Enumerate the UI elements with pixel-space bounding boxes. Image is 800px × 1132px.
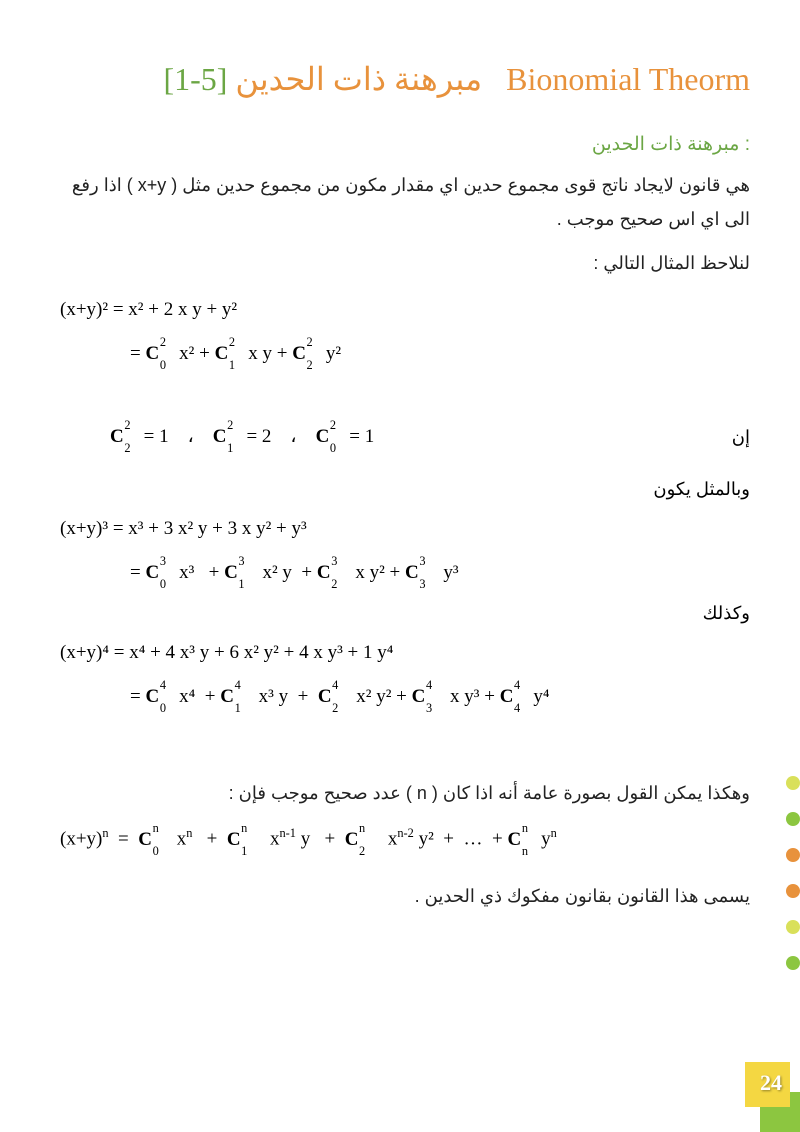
equation-cube-comb: = C30 x³ + C31 x² y + C32 x y² + C33 y³: [130, 558, 750, 588]
title-english: Bionomial Theorm: [506, 61, 750, 97]
dot-icon: [786, 920, 800, 934]
intro-paragraph: هي قانون لايجاد ناتج قوى مجموع حدين اي م…: [50, 168, 750, 236]
equation-square-expanded: (x+y)² = x² + 2 x y + y²: [60, 295, 750, 325]
comb-values: C22 = 1 ، C21 = 2 ، C20 = 1: [110, 422, 374, 452]
section-number: [1-5]: [163, 61, 227, 97]
subtitle: مبرهنة ذات الحدين :: [50, 133, 750, 156]
word-also: وكذلك: [50, 603, 750, 624]
side-dots: [786, 754, 800, 992]
general-statement: وهكذا يمكن القول بصورة عامة أنه اذا كان …: [50, 776, 750, 810]
dot-icon: [786, 956, 800, 970]
conclusion-text: يسمى هذا القانون بقانون مفكوك ذي الحدين …: [50, 879, 750, 913]
equation-fourth-expanded: (x+y)⁴ = x⁴ + 4 x³ y + 6 x² y² + 4 x y³ …: [60, 638, 750, 668]
dot-icon: [786, 884, 800, 898]
page-number: 24: [760, 1070, 782, 1096]
dot-icon: [786, 812, 800, 826]
word-in: إن: [732, 427, 750, 448]
word-likewise: وبالمثل يكون: [50, 479, 750, 500]
equation-square-comb: = C20 x² + C21 x y + C22 y²: [130, 339, 750, 369]
dot-icon: [786, 848, 800, 862]
intro-example-text: لنلاحظ المثال التالي :: [50, 246, 750, 280]
equation-fourth-comb: = C40 x⁴ + C41 x³ y + C42 x² y² + C43 x …: [130, 682, 750, 712]
dot-icon: [786, 776, 800, 790]
equation-general: (x+y)n = Cn0 xn + Cn1 xn-1 y + Cn2 xn-2 …: [60, 824, 750, 855]
section-header: [1-5] مبرهنة ذات الحدين Bionomial Theorm: [50, 60, 750, 98]
title-arabic: مبرهنة ذات الحدين: [235, 61, 482, 97]
equation-cube-expanded: (x+y)³ = x³ + 3 x² y + 3 x y² + y³: [60, 514, 750, 544]
